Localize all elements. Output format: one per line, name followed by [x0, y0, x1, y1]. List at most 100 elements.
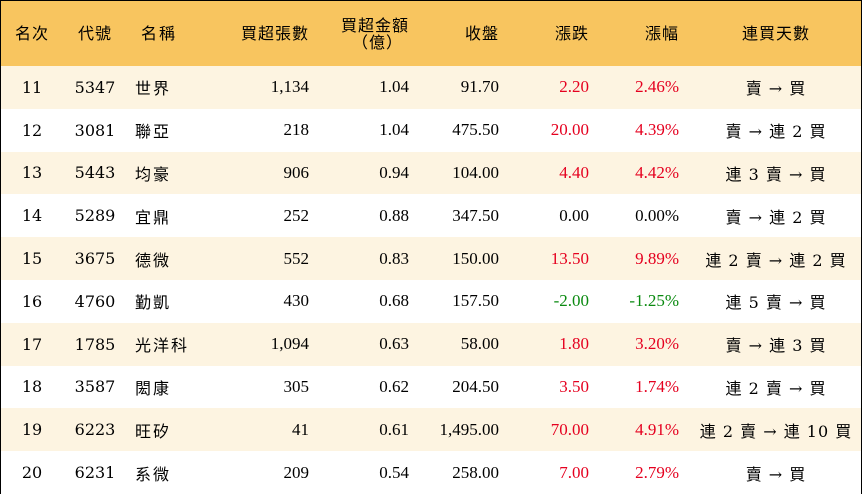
cell-name: 宜鼎 — [135, 207, 172, 227]
cell-streak: 連 2 賣 → 連 10 買 — [699, 421, 853, 441]
cell-change: 20.00 — [550, 120, 589, 140]
cell-rank: 13 — [21, 163, 43, 183]
cell-streak: 連 5 賣 → 買 — [725, 293, 827, 313]
cell-name: 世界 — [135, 79, 172, 99]
cell-rank: 11 — [21, 77, 43, 97]
cell-net-buy-amount: 0.83 — [379, 248, 409, 268]
cell-code: 3081 — [74, 120, 116, 140]
cell-change-pct: 4.91% — [635, 419, 679, 439]
cell-net-buy-amount: 1.04 — [379, 120, 409, 140]
cell-net-buy-lots: 305 — [283, 376, 310, 396]
cell-change: 4.40 — [559, 162, 589, 182]
cell-net-buy-lots: 41 — [292, 419, 309, 439]
cell-change-pct: 0.00% — [635, 205, 679, 225]
cell-close: 204.50 — [452, 376, 499, 396]
cell-net-buy-lots: 430 — [283, 291, 310, 311]
header-net-buy-amount-line2: （億） — [351, 32, 403, 52]
cell-change-pct: 4.39% — [635, 120, 679, 140]
cell-change: 13.50 — [550, 248, 589, 268]
cell-net-buy-amount: 0.94 — [379, 162, 409, 182]
cell-rank: 16 — [21, 291, 43, 311]
cell-rank: 14 — [21, 206, 43, 226]
cell-close: 475.50 — [452, 120, 499, 140]
cell-name: 閎康 — [135, 378, 172, 398]
cell-close: 1,495.00 — [439, 419, 500, 439]
cell-change: 2.20 — [559, 77, 589, 97]
table-row: 20 6231 系微 209 0.54 258.00 7.00 2.79% 賣 → 買 — [1, 451, 861, 494]
cell-streak: 連 2 賣 → 買 — [725, 378, 827, 398]
cell-close: 91.70 — [460, 77, 499, 97]
cell-code: 6231 — [74, 463, 116, 483]
header-streak: 連買天數 — [741, 24, 810, 43]
cell-change: 3.50 — [559, 376, 589, 396]
table-row: 19 6223 旺矽 41 0.61 1,495.00 70.00 4.91% 連 2 賣 → … — [1, 408, 861, 452]
cell-change-pct: -1.25% — [629, 291, 679, 311]
table-row: 12 3081 聯亞 218 1.04 475.50 20.00 4.39% 賣 → 連 2 買 — [1, 108, 861, 152]
cell-net-buy-lots: 1,094 — [270, 334, 309, 354]
cell-rank: 15 — [21, 249, 43, 269]
table-header-row: 名次 代號 名稱 買超張數 買超金額 （億） 收盤 漲跌 漲幅 連買天數 — [1, 1, 861, 66]
header-close: 收盤 — [464, 24, 499, 43]
header-net-buy-amount-line1: 買超金額 — [340, 15, 409, 35]
cell-code: 4760 — [74, 291, 116, 311]
cell-code: 5289 — [74, 206, 116, 226]
cell-rank: 17 — [21, 334, 43, 354]
cell-net-buy-amount: 0.54 — [379, 462, 409, 482]
cell-net-buy-lots: 1,134 — [270, 77, 309, 97]
cell-streak: 賣 → 連 3 買 — [725, 336, 827, 356]
cell-change: 0.00 — [559, 205, 589, 225]
cell-net-buy-amount: 0.62 — [379, 376, 409, 396]
cell-change: 70.00 — [550, 419, 589, 439]
cell-close: 58.00 — [460, 334, 499, 354]
cell-change-pct: 1.74% — [635, 376, 679, 396]
cell-close: 150.00 — [452, 248, 499, 268]
cell-rank: 12 — [21, 120, 43, 140]
header-change: 漲跌 — [554, 24, 589, 43]
cell-code: 5347 — [74, 77, 116, 97]
table-row: 15 3675 德微 552 0.83 150.00 13.50 9.89% 連 2 賣 → 連… — [1, 237, 861, 280]
cell-change-pct: 2.79% — [635, 462, 679, 482]
cell-net-buy-amount: 0.68 — [379, 291, 409, 311]
header-rank: 名次 — [14, 24, 49, 43]
cell-streak: 賣 → 連 2 買 — [725, 207, 827, 227]
cell-name: 旺矽 — [135, 421, 172, 441]
cell-name: 聯亞 — [135, 122, 172, 142]
header-change-pct: 漲幅 — [644, 24, 679, 43]
table-row: 11 5347 世界 1,134 1.04 91.70 2.20 2.46% 賣 → 買 — [1, 66, 861, 109]
cell-name: 勤凱 — [135, 293, 172, 313]
table-row: 17 1785 光洋科 1,094 0.63 58.00 1.80 3.20% 賣 → 連 3 … — [1, 322, 861, 366]
cell-name: 系微 — [135, 464, 172, 484]
cell-change-pct: 9.89% — [635, 248, 679, 268]
cell-streak: 賣 → 連 2 買 — [725, 122, 827, 142]
cell-code: 5443 — [74, 163, 116, 183]
cell-streak: 連 3 賣 → 買 — [725, 164, 827, 184]
header-code: 代號 — [77, 24, 112, 43]
cell-change: -2.00 — [553, 291, 589, 311]
cell-change-pct: 2.46% — [635, 77, 679, 97]
table-row: 16 4760 勤凱 430 0.68 157.50 -2.00 -1.25% 連 5 賣 → … — [1, 279, 861, 323]
cell-net-buy-amount: 0.61 — [379, 419, 409, 439]
cell-rank: 18 — [21, 377, 43, 397]
table-body: 11 5347 世界 1,134 1.04 91.70 2.20 2.46% 賣 → 買 12 30… — [1, 66, 861, 494]
cell-close: 104.00 — [452, 162, 499, 182]
cell-code: 3675 — [74, 249, 116, 269]
cell-net-buy-lots: 906 — [283, 162, 310, 182]
cell-streak: 賣 → 買 — [745, 79, 807, 99]
cell-streak: 賣 → 買 — [745, 464, 807, 484]
cell-name: 德微 — [135, 250, 172, 270]
table-row: 18 3587 閎康 305 0.62 204.50 3.50 1.74% 連 2 賣 → 買 — [1, 365, 861, 409]
cell-net-buy-amount: 0.88 — [379, 205, 409, 225]
cell-rank: 19 — [21, 420, 43, 440]
cell-streak: 連 2 賣 → 連 2 買 — [705, 250, 847, 270]
cell-net-buy-lots: 252 — [283, 205, 310, 225]
cell-code: 3587 — [74, 377, 116, 397]
cell-change-pct: 4.42% — [635, 162, 679, 182]
cell-name: 光洋科 — [135, 336, 190, 356]
cell-change: 7.00 — [559, 462, 589, 482]
cell-net-buy-lots: 552 — [283, 248, 310, 268]
cell-net-buy-amount: 0.63 — [379, 334, 409, 354]
cell-name: 均豪 — [135, 164, 172, 184]
cell-net-buy-lots: 209 — [283, 462, 310, 482]
